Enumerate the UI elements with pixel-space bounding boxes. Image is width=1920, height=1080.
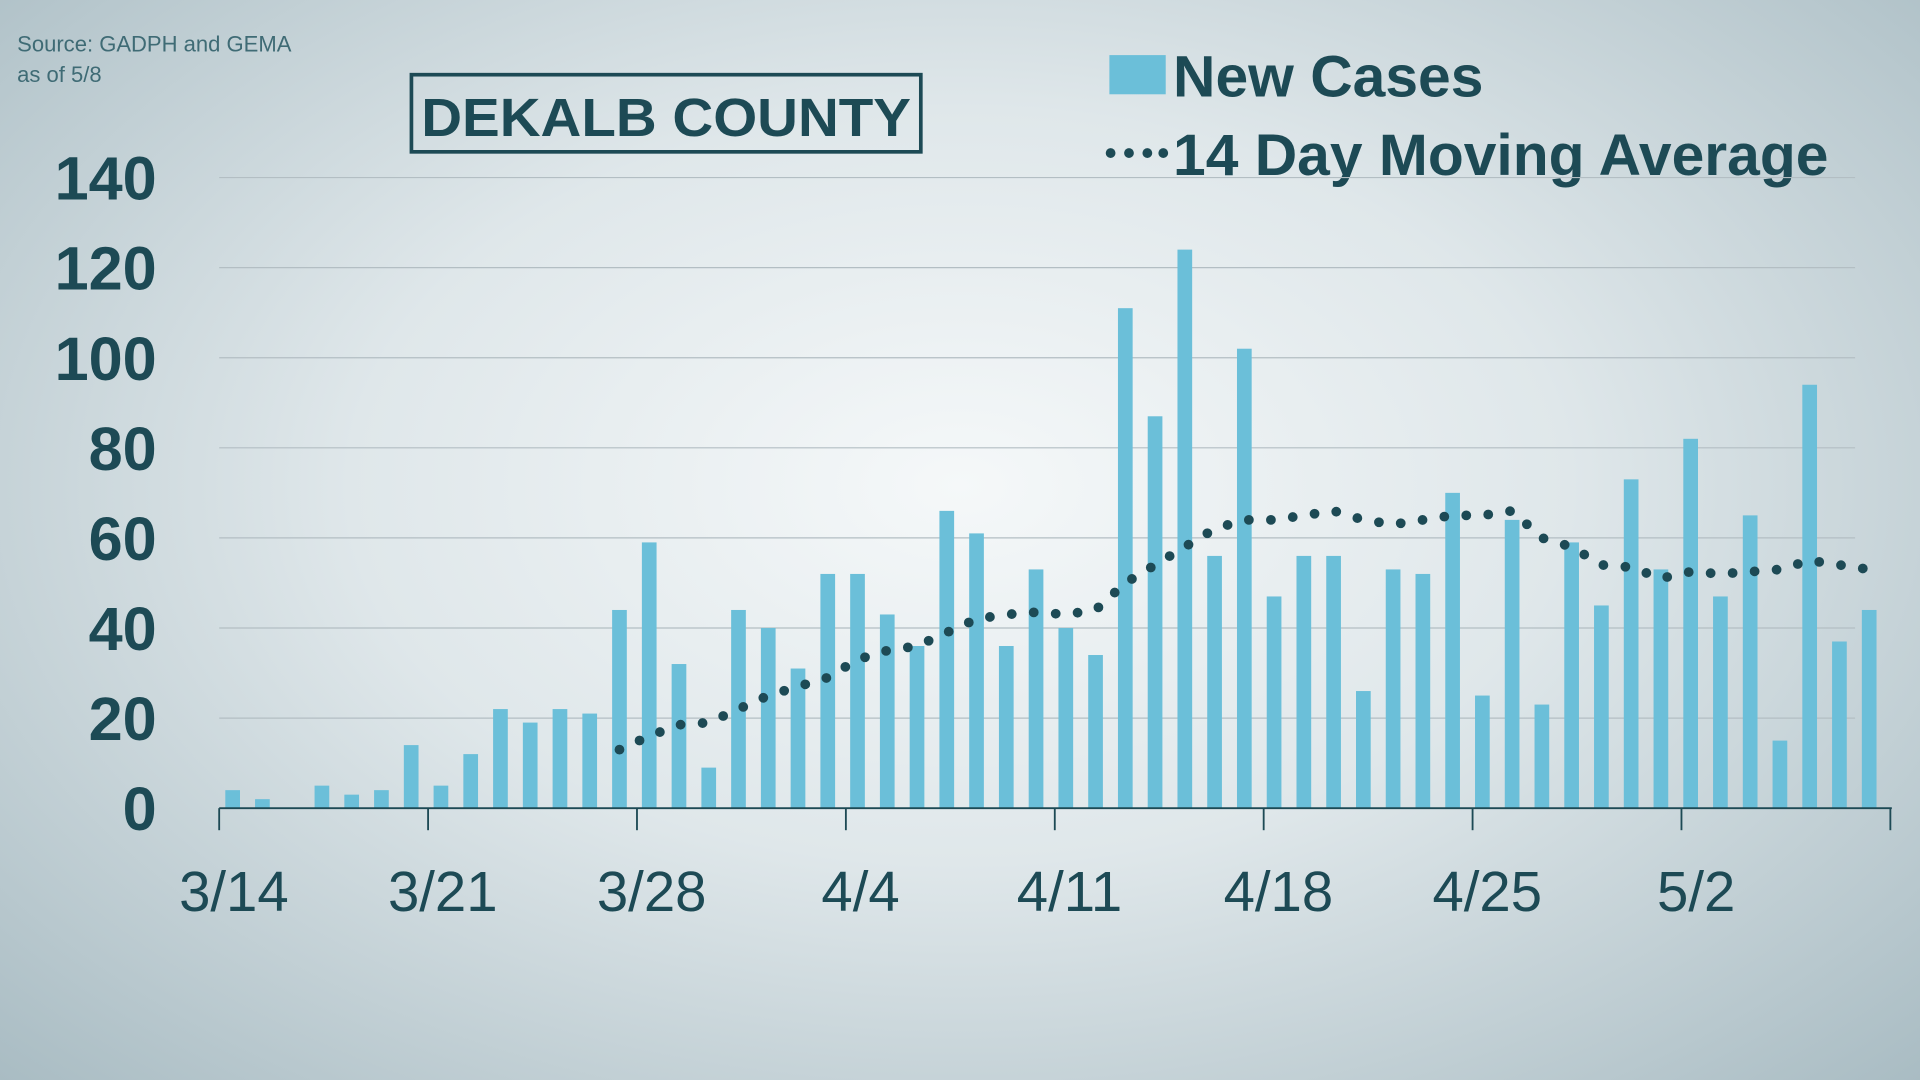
moving-average-dotted-line xyxy=(614,505,1875,755)
x-tick-label: 3/28 xyxy=(597,860,707,923)
x-tick-label: 4/11 xyxy=(1017,860,1122,923)
bar-4/1 xyxy=(760,627,776,809)
bar-5/8 xyxy=(1861,609,1877,809)
bar-4/23 xyxy=(1415,573,1431,809)
bar-4/29 xyxy=(1594,605,1609,809)
bar-5/5 xyxy=(1772,740,1788,809)
y-tick-label: 40 xyxy=(89,595,157,663)
bar-4/4 xyxy=(850,573,865,809)
y-tick-label: 0 xyxy=(123,775,157,843)
bar-4/8 xyxy=(969,533,984,809)
bar-3/18 xyxy=(344,794,360,809)
moving-average-line xyxy=(614,505,1875,755)
bar-4/28 xyxy=(1564,542,1579,809)
bar-3/19 xyxy=(374,790,389,809)
bar-3/26 xyxy=(582,713,598,809)
bar-5/7 xyxy=(1832,641,1847,809)
bar-3/28 xyxy=(641,542,657,809)
bar-4/12 xyxy=(1088,655,1103,809)
x-tick-label: 4/4 xyxy=(821,860,899,923)
as-of-text: as of 5/8 xyxy=(17,62,102,87)
bar-4/27 xyxy=(1534,704,1550,809)
bar-4/22 xyxy=(1385,569,1401,809)
bar-3/24 xyxy=(522,722,538,809)
y-tick-label: 60 xyxy=(89,505,157,573)
bar-4/25 xyxy=(1475,695,1490,809)
bar-4/13 xyxy=(1117,308,1133,809)
bar-3/23 xyxy=(493,709,508,809)
bar-3/22 xyxy=(463,754,479,809)
legend-swatch-new-cases xyxy=(1109,55,1166,95)
bar-3/17 xyxy=(314,785,330,809)
bar-5/2 xyxy=(1683,438,1698,809)
bar-4/3 xyxy=(820,573,836,809)
source-text: Source: GADPH and GEMA xyxy=(17,31,292,56)
y-tick-label: 140 xyxy=(55,145,157,213)
x-axis: 3/14 3/21 3/28 4/4 4/11 4/18 4/25 5/2 xyxy=(179,807,1892,923)
bar-5/3 xyxy=(1713,596,1728,809)
bar-3/14 xyxy=(225,790,240,809)
x-tick-label: 4/18 xyxy=(1224,860,1334,923)
bar-3/31 xyxy=(731,609,746,809)
y-axis-ticks: 0 20 40 60 80 100 120 140 xyxy=(55,145,157,844)
y-tick-label: 20 xyxy=(89,685,157,753)
bar-4/20 xyxy=(1326,555,1341,809)
bar-4/19 xyxy=(1296,555,1312,809)
y-tick-label: 100 xyxy=(55,325,157,393)
x-tick-label: 3/21 xyxy=(388,860,498,923)
gridlines xyxy=(219,176,1856,719)
bar-4/30 xyxy=(1623,479,1639,809)
chart-title: DEKALB COUNTY xyxy=(421,88,911,148)
bar-5/6 xyxy=(1802,384,1818,809)
bars xyxy=(225,249,1877,809)
y-tick-label: 120 xyxy=(55,235,157,303)
bar-5/4 xyxy=(1742,515,1758,809)
bar-4/11 xyxy=(1058,627,1074,809)
bar-4/14 xyxy=(1147,416,1163,809)
x-tick-label: 5/2 xyxy=(1657,860,1735,923)
bar-4/24 xyxy=(1445,492,1460,809)
bar-3/15 xyxy=(255,799,270,809)
bar-4/2 xyxy=(790,668,806,809)
bar-4/26 xyxy=(1504,519,1520,809)
bar-4/5 xyxy=(879,614,895,809)
bar-4/9 xyxy=(998,646,1014,809)
bar-4/16 xyxy=(1207,555,1222,809)
bar-5/1 xyxy=(1653,569,1669,809)
y-tick-label: 80 xyxy=(89,415,157,483)
x-tick-label: 4/25 xyxy=(1432,860,1542,923)
bar-4/21 xyxy=(1356,691,1371,809)
x-tick-label: 3/14 xyxy=(179,860,289,923)
bar-4/15 xyxy=(1177,249,1193,809)
bar-3/29 xyxy=(671,664,687,809)
bar-4/7 xyxy=(939,510,955,809)
bar-4/17 xyxy=(1236,348,1252,809)
bar-3/25 xyxy=(552,709,568,809)
bar-3/27 xyxy=(612,609,627,809)
bar-3/21 xyxy=(433,785,449,809)
legend-label-moving-average: 14 Day Moving Average xyxy=(1173,123,1828,188)
bar-4/18 xyxy=(1266,596,1282,809)
bar-3/20 xyxy=(403,745,419,809)
bar-4/10 xyxy=(1028,569,1044,809)
legend-swatch-moving-average xyxy=(1105,148,1169,158)
bar-3/30 xyxy=(701,767,717,809)
bar-4/6 xyxy=(909,646,925,809)
legend-label-new-cases: New Cases xyxy=(1173,45,1483,110)
title-box xyxy=(409,72,923,154)
